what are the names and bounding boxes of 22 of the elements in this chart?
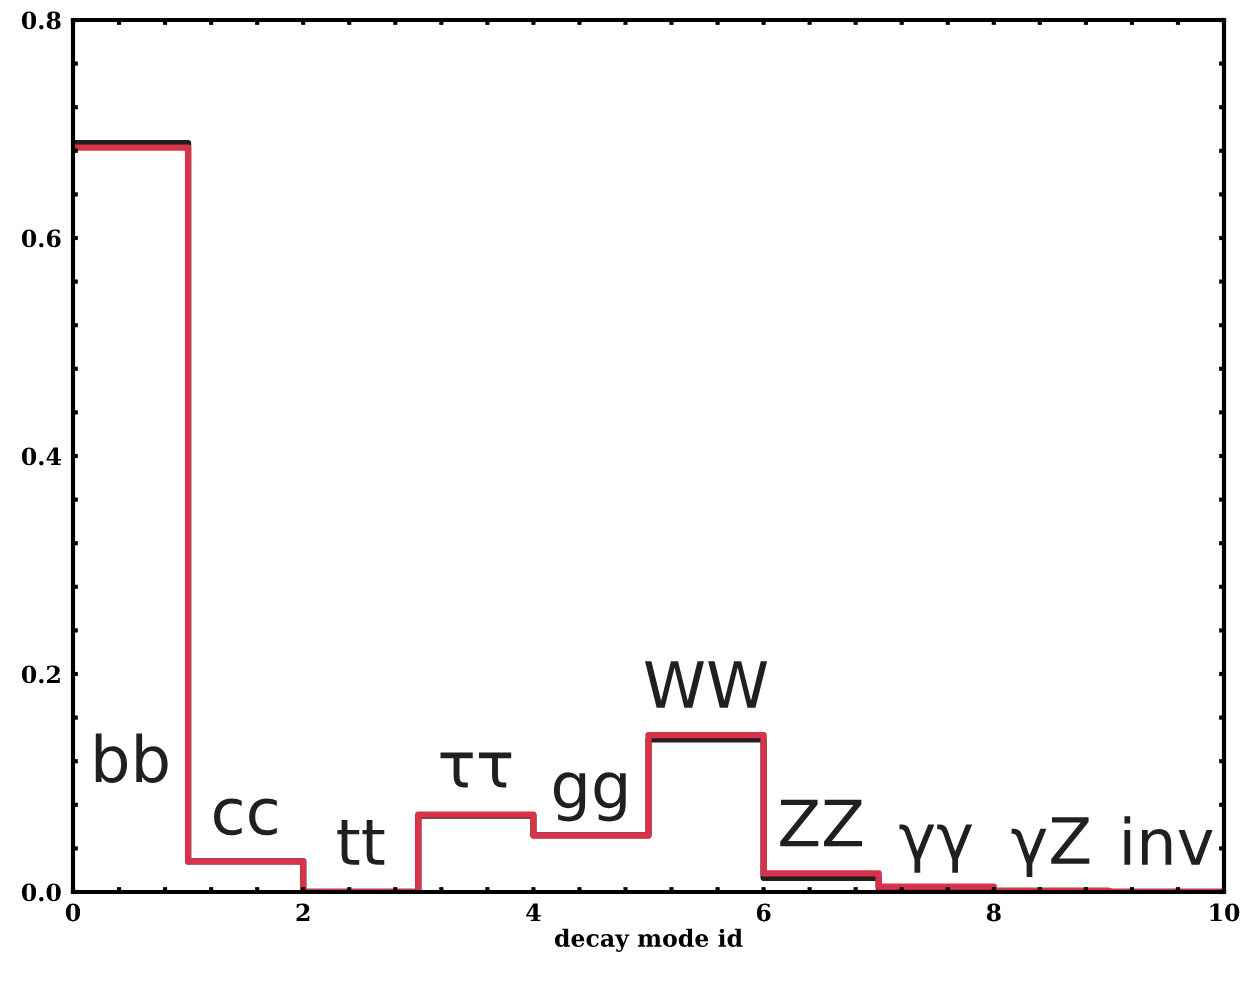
annotation: γZ bbox=[1011, 817, 1090, 878]
annotation: tt bbox=[337, 819, 385, 865]
x-tick-label: 4 bbox=[526, 903, 541, 922]
x-tick-label: 8 bbox=[986, 903, 1001, 922]
y-tick-label: 0.0 bbox=[21, 883, 61, 902]
x-tick-label: 10 bbox=[1210, 903, 1240, 922]
x-tick-label: 2 bbox=[296, 903, 310, 922]
annotation: γγ bbox=[899, 824, 973, 873]
annotation: inv bbox=[1124, 816, 1213, 865]
annotation: ττ bbox=[440, 752, 512, 788]
annotation: cc bbox=[214, 798, 277, 836]
x-tick-label: 0 bbox=[65, 903, 81, 922]
annotation: WW bbox=[645, 661, 768, 708]
annotation: bb bbox=[95, 733, 168, 783]
y-tick-label: 0.6 bbox=[21, 229, 61, 248]
x-axis-title: decay mode id bbox=[554, 928, 743, 952]
y-tick-label: 0.2 bbox=[21, 665, 60, 684]
y-tick-label: 0.8 bbox=[21, 11, 61, 30]
y-tick-label: 0.4 bbox=[21, 447, 61, 466]
x-tick-label: 6 bbox=[756, 903, 771, 922]
annotation: ZZ bbox=[780, 799, 863, 847]
annotation: gg bbox=[553, 772, 626, 822]
